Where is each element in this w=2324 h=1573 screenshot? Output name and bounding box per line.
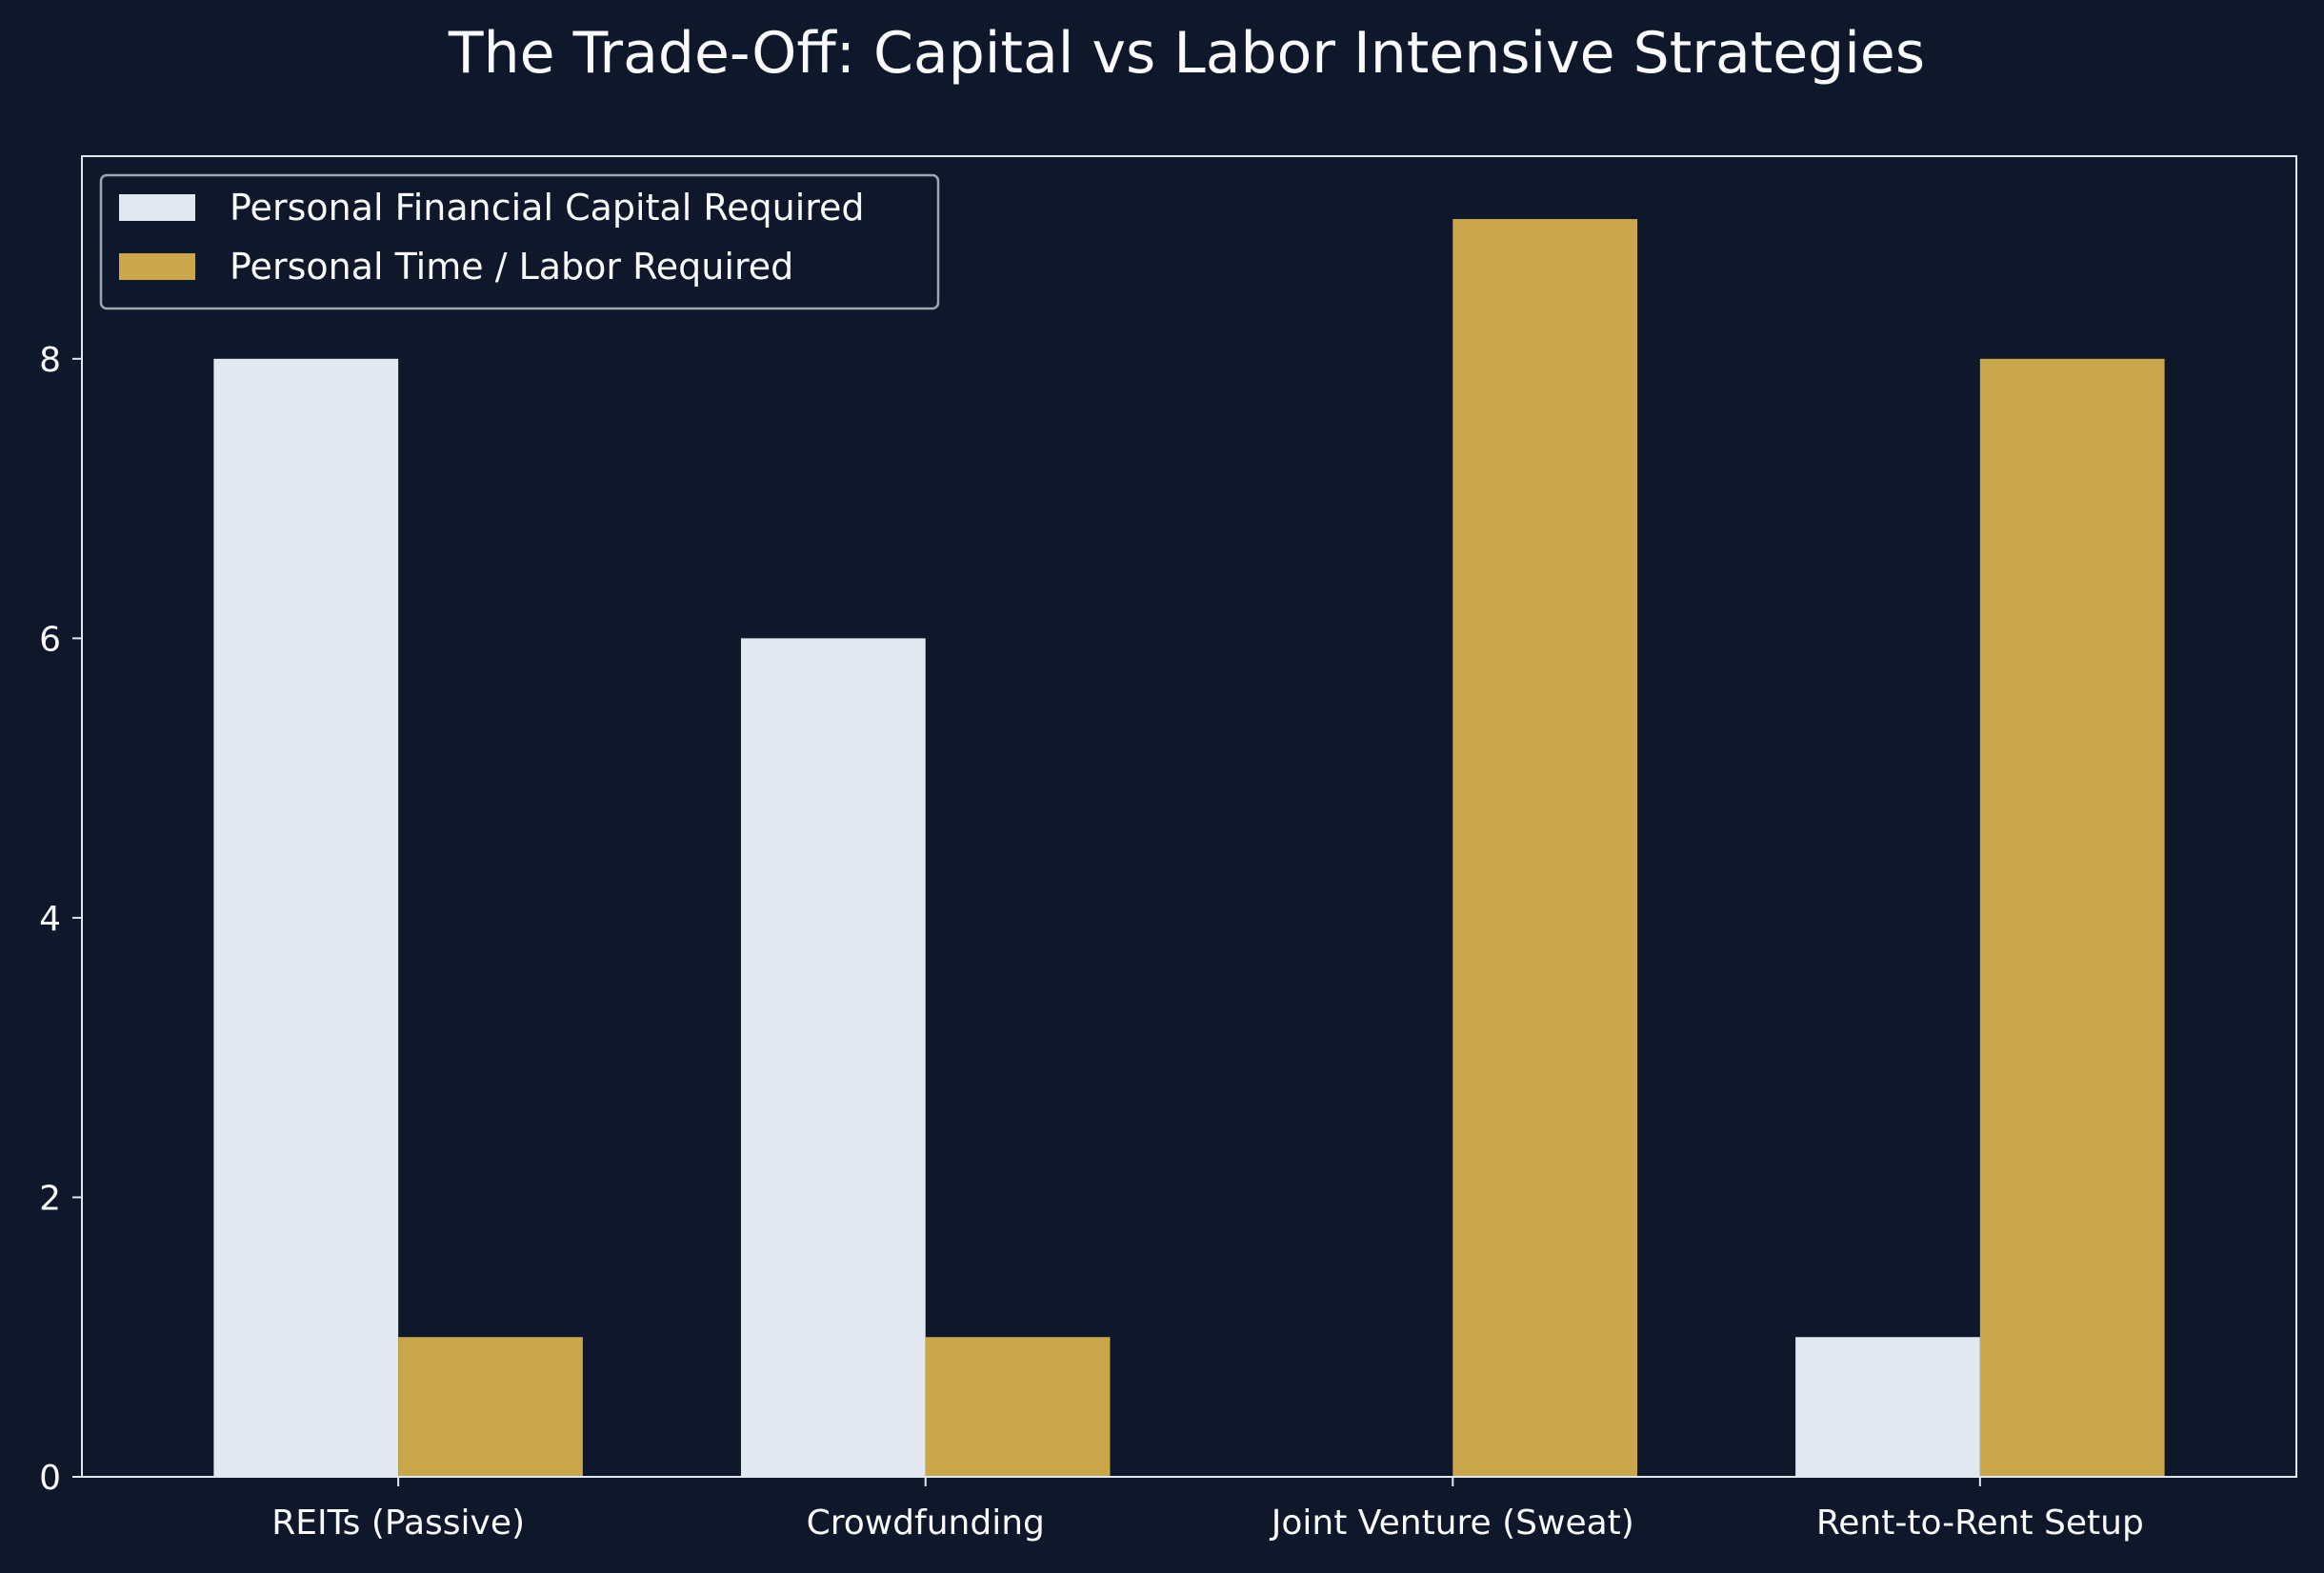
legend-label: Personal Time / Labor Required [230,246,793,288]
x-tick-label: Rent-to-Rent Setup [1816,1503,2144,1543]
bar-labor-1 [925,1337,1111,1477]
bars-group [213,219,2165,1477]
x-tick-label: Crowdfunding [807,1503,1045,1543]
legend-box [99,173,940,310]
y-tick-label: 8 [39,341,61,380]
legend: Personal Financial Capital Required Perso… [99,173,940,310]
bar-capital-3 [1795,1337,1980,1477]
chart-title: The Trade-Off: Capital vs Labor Intensiv… [448,20,1925,87]
bar-capital-0 [213,358,399,1477]
axes-group: 0 2 4 6 8 REITs (Passive) Crowdfunding Joint Ve… [39,155,2297,1543]
x-tick-label: REITs (Passive) [271,1503,525,1543]
x-tick-label: Joint Venture (Sweat) [1270,1503,1634,1543]
y-tick-label: 2 [39,1179,61,1218]
bar-labor-2 [1452,219,1638,1477]
legend-swatch [119,253,195,280]
bar-capital-1 [740,638,926,1477]
y-tick-label: 0 [39,1459,61,1498]
y-tick-label: 6 [39,620,61,659]
legend-swatch [119,194,195,221]
bar-labor-0 [398,1337,583,1477]
legend-label: Personal Financial Capital Required [230,187,865,229]
plot-frame [81,155,2297,1478]
bar-labor-3 [1979,358,2165,1477]
y-tick-label: 4 [39,900,61,939]
